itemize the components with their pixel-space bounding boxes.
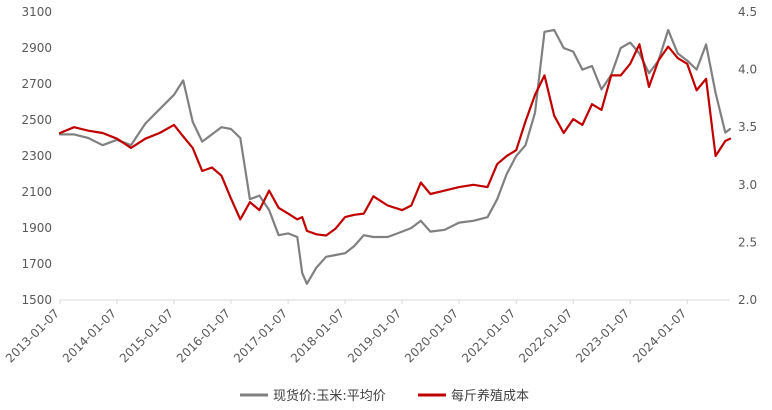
y-left-tick-label: 2700 — [21, 77, 52, 91]
series-layer — [58, 28, 732, 285]
x-tick-label: 2021-01-07 — [459, 306, 518, 365]
x-tick-label: 2020-01-07 — [402, 306, 461, 365]
x-tick-label: 2022-01-07 — [516, 306, 575, 365]
y-right-tick-label: 4.0 — [738, 63, 757, 77]
y-right-tick-label: 3.0 — [738, 178, 757, 192]
y-left-tick-label: 1700 — [21, 257, 52, 271]
y-left-tick-label: 2300 — [21, 149, 52, 163]
x-tick-label: 2013-01-07 — [3, 306, 62, 365]
x-tick-label: 2015-01-07 — [117, 306, 176, 365]
y-left-tick-label: 1900 — [21, 221, 52, 235]
x-tick-label: 2024-01-07 — [630, 306, 689, 365]
y-left-tick-label: 2900 — [21, 41, 52, 55]
y-right-tick-label: 3.5 — [738, 120, 757, 134]
series-line-spot-price — [58, 28, 732, 285]
legend-label-spot-price: 现货价:玉米:平均价 — [273, 388, 386, 404]
x-tick-label: 2014-01-07 — [60, 306, 119, 365]
y-left-tick-label: 2100 — [21, 185, 52, 199]
x-tick-label: 2018-01-07 — [288, 306, 347, 365]
y-right-tick-label: 2.5 — [738, 235, 757, 249]
y-left-tick-label: 3100 — [21, 5, 52, 19]
y-left-tick-label: 2500 — [21, 113, 52, 127]
y-right-tick-label: 4.5 — [738, 5, 757, 19]
legend-label-cost-per-jin: 每斤养殖成本 — [451, 388, 529, 404]
y-right-tick-label: 2.0 — [738, 293, 757, 307]
axes-layer: 1500 1700 1900 2100 2300 2500 2700 2900 3100 2.0 2… — [3, 5, 757, 365]
y-left-tick-label: 1500 — [21, 293, 52, 307]
x-tick-label: 2023-01-07 — [573, 306, 632, 365]
series-line-cost-per-jin — [58, 43, 732, 237]
x-tick-label: 2019-01-07 — [345, 306, 404, 365]
x-tick-label: 2017-01-07 — [231, 306, 290, 365]
x-tick-label: 2016-01-07 — [174, 306, 233, 365]
legend: 现货价:玉米:平均价 每斤养殖成本 — [240, 388, 529, 404]
